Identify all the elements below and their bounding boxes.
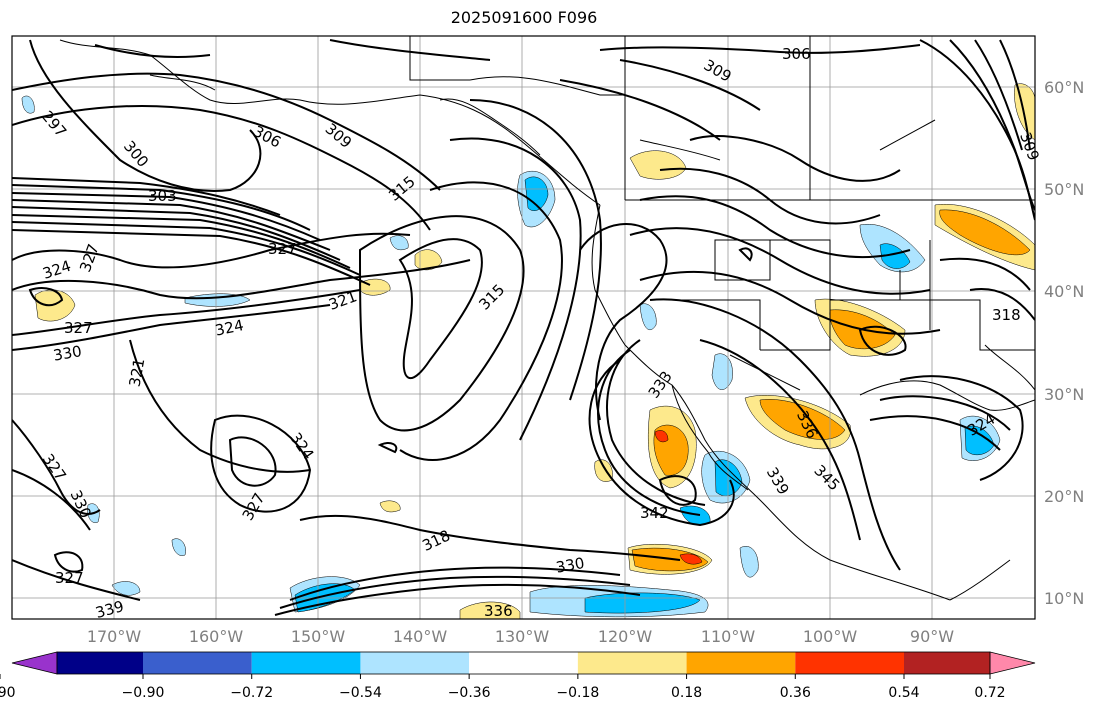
shade-region xyxy=(759,399,846,440)
colorbar-cell xyxy=(577,652,687,674)
colorbar-cell xyxy=(143,652,252,674)
colorbar-extend-left xyxy=(11,651,58,675)
colorbar-tick-label: 0.72 xyxy=(974,685,1005,701)
colorbar-tick-label: −0.54 xyxy=(339,685,382,701)
shade-region xyxy=(679,553,703,565)
lon-label: 90°W xyxy=(910,627,954,646)
shade-region xyxy=(879,243,911,269)
contour-label: 306 xyxy=(782,45,811,63)
map-frame xyxy=(11,35,1036,620)
shade-region xyxy=(389,235,409,251)
shade-region xyxy=(21,95,35,114)
colorbar-cell xyxy=(469,652,578,674)
lon-label: 120°W xyxy=(598,627,653,646)
shade-region xyxy=(711,353,733,390)
colorbar-tick-label: 0.18 xyxy=(671,685,702,701)
colorbar-cell xyxy=(686,652,796,674)
contour-label: 330 xyxy=(52,342,83,365)
shade-region xyxy=(171,538,186,556)
colorbar-cell xyxy=(904,652,990,674)
lat-label: 20°N xyxy=(1044,487,1084,506)
map-plot-area xyxy=(12,36,1035,619)
longitude-axis: 170°W 160°W 150°W 140°W 130°W 120°W 110°… xyxy=(87,627,954,646)
colorbar-cell xyxy=(360,652,470,674)
lat-label: 60°N xyxy=(1044,78,1084,97)
contour-label: 303 xyxy=(148,187,177,205)
colorbar-cell xyxy=(795,652,904,674)
lon-label: 150°W xyxy=(291,627,346,646)
colorbar-cell xyxy=(57,652,143,674)
colorbar-cells xyxy=(57,652,990,674)
colorbar-tick-label: 0.54 xyxy=(888,685,919,701)
contour-label: 318 xyxy=(992,306,1021,324)
latitude-axis: 60°N 50°N 40°N 30°N 20°N 10°N xyxy=(1044,78,1084,608)
shade-region xyxy=(184,293,251,307)
shade-region xyxy=(111,581,141,596)
contour-label: 330 xyxy=(555,554,586,577)
colorbar-tick-label: −0.18 xyxy=(556,685,599,701)
lat-label: 50°N xyxy=(1044,180,1084,199)
lon-label: 160°W xyxy=(189,627,244,646)
contour-label: 327 xyxy=(268,240,297,258)
lon-label: 130°W xyxy=(495,627,550,646)
lon-label: 170°W xyxy=(87,627,142,646)
lon-label: 100°W xyxy=(803,627,858,646)
shade-region xyxy=(379,500,401,513)
lat-label: 10°N xyxy=(1044,589,1084,608)
contour-label: 327 xyxy=(55,569,84,587)
shade-region xyxy=(639,303,657,330)
colorbar-ticks: −0.90 −0.72 −0.54 −0.36 −0.18 0.18 0.36 0.54 0.7… xyxy=(0,674,1006,701)
contour-lines xyxy=(12,39,1035,616)
chart-title: 2025091600 F096 xyxy=(450,8,598,27)
colorbar-extend-right xyxy=(989,651,1036,675)
shade-region xyxy=(459,601,521,619)
contour-label: 342 xyxy=(640,504,669,522)
shade-region xyxy=(524,176,549,211)
colorbar-tick-label: −0.90 xyxy=(122,685,165,701)
colorbar-tick-label: 0.36 xyxy=(780,685,811,701)
shade-region xyxy=(739,546,759,578)
lon-label: 110°W xyxy=(701,627,756,646)
contour-label: 336 xyxy=(484,602,513,620)
colorbar: −0.90 −0.72 −0.54 −0.36 −0.18 0.18 0.36 0.54 0.7… xyxy=(0,651,1036,701)
contour-label: 324 xyxy=(213,316,245,340)
lon-label: 140°W xyxy=(393,627,448,646)
colorbar-tick-label: −0.72 xyxy=(230,685,273,701)
colorbar-cell xyxy=(251,652,361,674)
contour-label: 327 xyxy=(64,319,93,337)
lat-label: 30°N xyxy=(1044,385,1084,404)
lat-label: 40°N xyxy=(1044,282,1084,301)
shade-region xyxy=(939,209,1031,256)
shade-region xyxy=(654,430,669,443)
contour-label: 321 xyxy=(126,357,149,388)
colorbar-tick-label: 0.90 xyxy=(0,685,16,701)
shade-region xyxy=(414,249,443,271)
colorbar-tick-label: −0.36 xyxy=(448,685,491,701)
